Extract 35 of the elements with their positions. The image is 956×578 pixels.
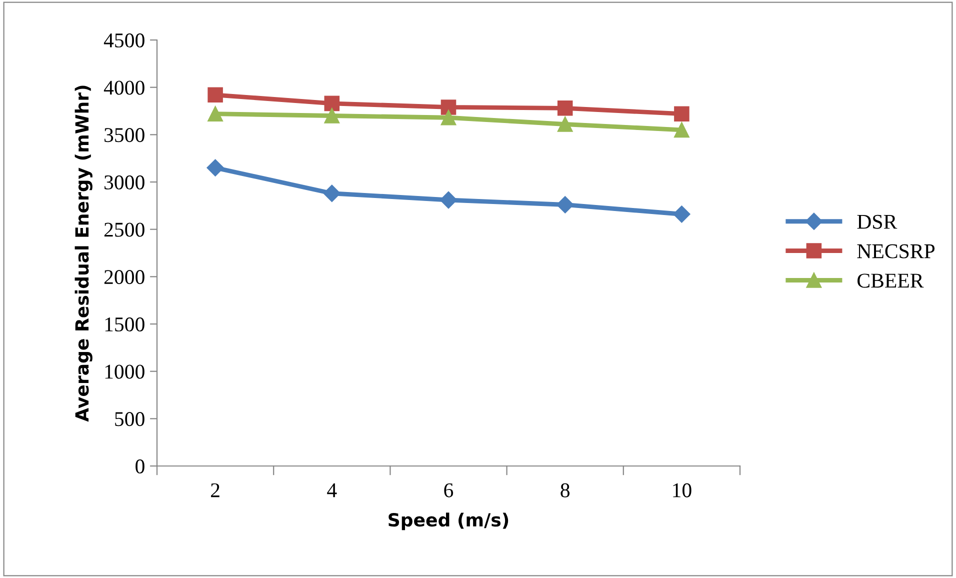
point bbox=[440, 100, 456, 115]
y-tick-label: 3000 bbox=[104, 175, 144, 190]
y-tick-label: 0 bbox=[136, 459, 144, 474]
point bbox=[440, 191, 458, 209]
y-tick-label: 2000 bbox=[104, 270, 144, 284]
point bbox=[674, 122, 690, 138]
legend-label: NECSRP bbox=[857, 244, 935, 258]
point bbox=[324, 96, 340, 112]
point bbox=[673, 206, 690, 223]
legend-label: DSR bbox=[857, 214, 898, 229]
x-tick-label: 10 bbox=[673, 483, 692, 498]
point bbox=[323, 184, 340, 202]
point bbox=[208, 106, 223, 122]
y-tick-label: 4500 bbox=[104, 33, 144, 48]
y-tick-label: 2500 bbox=[104, 222, 144, 237]
point bbox=[557, 116, 573, 132]
y-axis-title: Average Residual Energy (mWhr) bbox=[74, 86, 92, 422]
x-tick-label: 2 bbox=[211, 483, 220, 498]
point bbox=[208, 87, 223, 103]
y-tick-label: 1500 bbox=[105, 317, 144, 332]
x-tick-label: 4 bbox=[327, 483, 337, 498]
y-tick-label: 1000 bbox=[105, 364, 144, 379]
y-tick-label: 3500 bbox=[104, 128, 144, 142]
point bbox=[557, 100, 573, 116]
point bbox=[324, 108, 340, 124]
x-tick-label: 8 bbox=[560, 483, 570, 498]
point bbox=[674, 106, 690, 122]
point bbox=[206, 159, 224, 176]
legend-label: CBEER bbox=[858, 274, 924, 288]
x-tick-label: 6 bbox=[444, 483, 454, 498]
x-axis-title: Speed (m/s) bbox=[388, 512, 508, 530]
point bbox=[440, 110, 456, 126]
point bbox=[556, 196, 574, 214]
y-tick-label: 500 bbox=[115, 412, 144, 426]
y-tick-label: 4000 bbox=[104, 80, 144, 95]
